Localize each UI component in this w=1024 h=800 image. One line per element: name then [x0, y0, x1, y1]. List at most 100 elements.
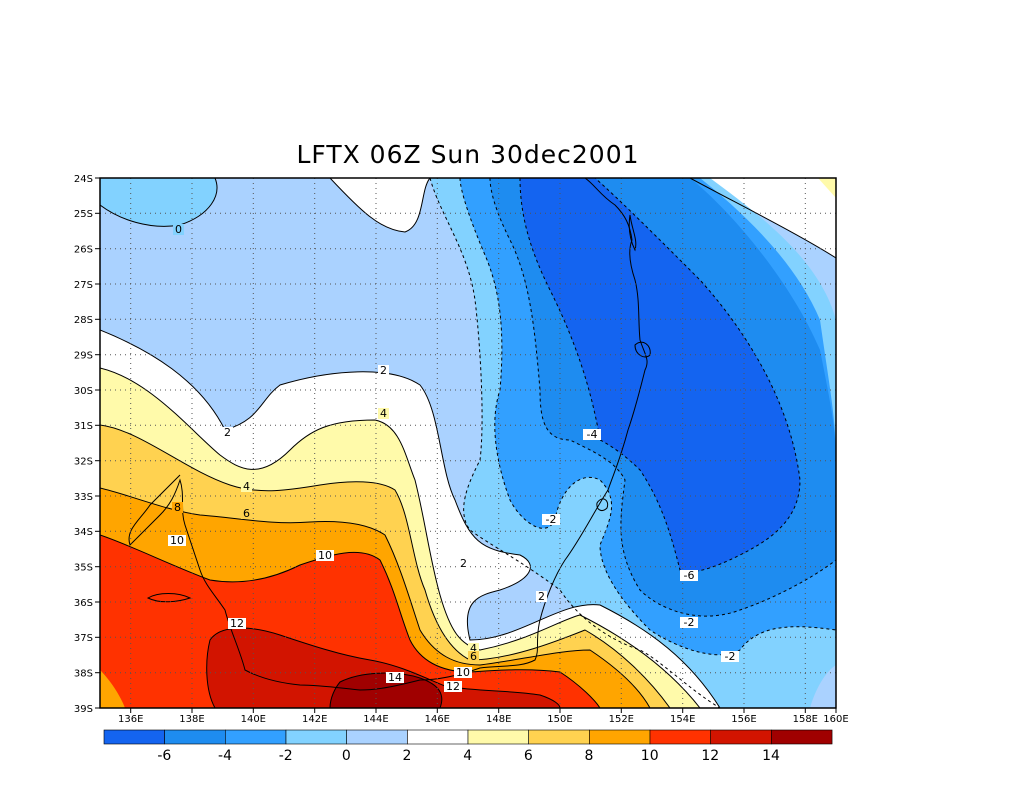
region-8-to-10-sw-corner: [100, 670, 125, 708]
region-minus2-to-0-nw: [100, 178, 217, 227]
y-tick: 34S: [74, 527, 100, 538]
svg-text:142E: 142E: [302, 714, 327, 725]
svg-text:39S: 39S: [74, 704, 93, 715]
colorbar: -6 -4 -2 0 2 4 6 8 10 12 14: [103, 729, 833, 764]
x-tick: 156E: [731, 708, 757, 725]
contour-label: -4: [583, 428, 601, 441]
contour-label: 4: [241, 480, 252, 493]
y-tick: 35S: [74, 563, 100, 574]
contour-label: 6: [468, 650, 479, 663]
contour-label: 2: [458, 557, 469, 570]
svg-text:12: 12: [230, 617, 244, 630]
svg-text:4: 4: [380, 407, 387, 420]
contour-label: 2: [536, 590, 547, 603]
colorbar-swatch: [407, 729, 469, 745]
colorbar-label: 2: [403, 748, 412, 764]
contour-label: -2: [542, 513, 560, 526]
svg-text:32S: 32S: [74, 457, 93, 468]
x-tick: 154E: [670, 708, 695, 725]
contour-label: 4: [468, 642, 479, 655]
contour-label: 6: [241, 507, 252, 520]
y-tick: 38S: [74, 669, 100, 680]
svg-text:36S: 36S: [74, 598, 93, 609]
svg-text:136E: 136E: [118, 714, 143, 725]
svg-text:152E: 152E: [609, 714, 634, 725]
y-tick: 29S: [74, 351, 100, 362]
svg-text:160E: 160E: [823, 714, 848, 725]
colorbar-label: -4: [218, 748, 232, 764]
map-title: LFTX 06Z Sun 30dec2001: [296, 140, 640, 169]
y-tick: 36S: [74, 598, 100, 609]
contour-label: 2: [222, 426, 233, 439]
y-tick: 27S: [74, 280, 100, 291]
colorbar-swatch: [164, 729, 226, 745]
svg-text:148E: 148E: [486, 714, 511, 725]
svg-text:28S: 28S: [74, 315, 93, 326]
svg-text:31S: 31S: [74, 421, 93, 432]
region-lt-minus6: [520, 178, 800, 572]
y-tick: 39S: [74, 704, 100, 715]
svg-text:2: 2: [460, 557, 467, 570]
region-0-to-2-se-corner: [810, 665, 836, 708]
contour-label: 4: [378, 407, 389, 420]
svg-text:14: 14: [388, 671, 402, 684]
x-tick: 146E: [425, 708, 450, 725]
svg-text:38S: 38S: [74, 669, 93, 680]
y-tick: 33S: [74, 492, 100, 503]
region-12-to-14: [206, 628, 560, 708]
svg-text:2: 2: [538, 590, 545, 603]
svg-text:2: 2: [380, 364, 387, 377]
x-tick: 152E: [609, 708, 634, 725]
contour-lines: [100, 178, 836, 708]
colorbar-swatch: [285, 729, 347, 745]
colorbar-swatch: [346, 729, 408, 745]
colorbar-swatch: [467, 729, 529, 745]
svg-text:4: 4: [243, 480, 250, 493]
svg-text:-2: -2: [725, 650, 736, 663]
x-tick: 138E: [179, 708, 205, 725]
colorbar-label: -2: [279, 748, 293, 764]
contour-label: 12: [444, 680, 462, 693]
svg-text:10: 10: [318, 549, 332, 562]
contour-label: -2: [680, 616, 698, 629]
colorbar-label: 12: [701, 748, 719, 764]
region-2-to-4-top: [330, 178, 430, 232]
contour-label: 0: [173, 223, 184, 236]
colorbar-label: 14: [762, 748, 780, 764]
svg-text:10: 10: [456, 666, 470, 679]
svg-text:6: 6: [470, 650, 477, 663]
contour-label: 14: [386, 671, 404, 684]
svg-text:-2: -2: [546, 513, 557, 526]
colorbar-swatch: [649, 729, 711, 745]
svg-text:29S: 29S: [74, 351, 93, 362]
colorbar-labels: -6 -4 -2 0 2 4 6 8 10 12 14: [157, 748, 780, 764]
x-axis: 136E 138E 140E 142E 144E 146E 148E 150E …: [118, 708, 849, 725]
svg-text:154E: 154E: [670, 714, 695, 725]
svg-text:0: 0: [175, 223, 182, 236]
x-tick: 160E: [823, 708, 849, 725]
colorbar-swatch: [771, 729, 833, 745]
svg-text:140E: 140E: [241, 714, 266, 725]
graticule: [100, 178, 836, 708]
x-tick: 150E: [547, 708, 573, 725]
colorbar-swatch: [710, 729, 772, 745]
svg-text:146E: 146E: [425, 714, 450, 725]
svg-text:150E: 150E: [547, 714, 572, 725]
contour-label: 12: [228, 617, 246, 630]
contour-labels: 0 2 2 2 2 4 4 4 6 6 8 10 10 10 12 12 14 …: [168, 223, 739, 693]
svg-text:35S: 35S: [74, 563, 93, 574]
contour-label: 8: [172, 501, 183, 514]
y-tick: 30S: [74, 386, 100, 397]
svg-text:27S: 27S: [74, 280, 93, 291]
svg-text:37S: 37S: [74, 633, 93, 644]
colorbar-swatch: [103, 729, 165, 745]
contour-label: -6: [680, 569, 698, 582]
x-tick: 144E: [363, 708, 389, 725]
colorbar-label: 10: [641, 748, 659, 764]
contour-label: 2: [378, 364, 389, 377]
negative-contour-lines: [429, 178, 836, 708]
y-tick: 31S: [74, 421, 100, 432]
y-tick: 37S: [74, 633, 100, 644]
contour-label: 10: [168, 534, 186, 547]
